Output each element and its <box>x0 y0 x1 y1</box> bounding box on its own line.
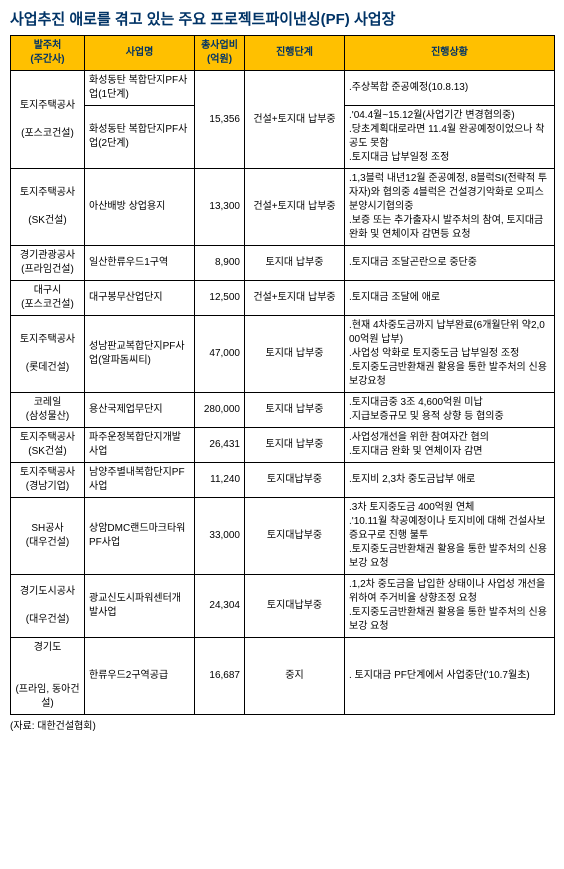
cell-col4: .현재 4차중도금까지 납부완료(6개월단위 약2,000억원 납부).사업성 … <box>345 316 555 393</box>
cell-col0: 경기도시공사(대우건설) <box>11 575 85 638</box>
cell-col1: 일산한류우드1구역 <box>85 246 195 281</box>
cell-col1: 상암DMC랜드마크타워PF사업 <box>85 498 195 575</box>
cell-col1: 한류우드2구역공급 <box>85 638 195 715</box>
cell-col0: 토지주택공사(경남기업) <box>11 463 85 498</box>
table-row: 경기도(프라임, 동아건설)한류우드2구역공급16,687중지. 토지대금 PF… <box>11 638 555 715</box>
header-cost: 총사업비(억원) <box>195 36 245 71</box>
page-title: 사업추진 애로를 겪고 있는 주요 프로젝트파이낸싱(PF) 사업장 <box>10 8 554 29</box>
cell-col4: .토지비 2,3차 중도금납부 애로 <box>345 463 555 498</box>
cell-col4: . 토지대금 PF단계에서 사업중단('10.7월초) <box>345 638 555 715</box>
cell-col0: 경기관광공사(프라임건설) <box>11 246 85 281</box>
table-row: 경기관광공사(프라임건설)일산한류우드1구역8,900토지대 납부중.토지대금 … <box>11 246 555 281</box>
cell-col3: 토지대납부중 <box>245 498 345 575</box>
source-note: (자료: 대한건설협회) <box>10 717 554 732</box>
pf-projects-table: 발주처(주간사) 사업명 총사업비(억원) 진행단계 진행상황 토지주택공사(포… <box>10 35 555 715</box>
cell-col2: 15,356 <box>195 71 245 169</box>
cell-col1: 성남판교복합단지PF사업(알파돔씨티) <box>85 316 195 393</box>
header-issuer: 발주처(주간사) <box>11 36 85 71</box>
cell-col3: 건설+토지대 납부중 <box>245 169 345 246</box>
cell-col2: 33,000 <box>195 498 245 575</box>
cell-col2: 26,431 <box>195 428 245 463</box>
header-project: 사업명 <box>85 36 195 71</box>
cell-col0: 토지주택공사(포스코건설) <box>11 71 85 169</box>
cell-col3: 건설+토지대 납부중 <box>245 281 345 316</box>
cell-col4: .토지대금 조달에 애로 <box>345 281 555 316</box>
cell-col2: 13,300 <box>195 169 245 246</box>
header-status: 진행상황 <box>345 36 555 71</box>
cell-col4: .'04.4월~15.12월(사업기간 변경협의중).당초계획대로라면 11.4… <box>345 106 555 169</box>
cell-col3: 토지대 납부중 <box>245 393 345 428</box>
cell-col0: 코레일(삼성물산) <box>11 393 85 428</box>
cell-col1: 남양주별내복합단지PF사업 <box>85 463 195 498</box>
cell-col0: 토지주택공사(롯데건설) <box>11 316 85 393</box>
cell-col1: 화성동탄 복합단지PF사업(2단계) <box>85 106 195 169</box>
cell-col3: 토지대납부중 <box>245 463 345 498</box>
cell-col4: .3차 토지중도금 400억원 연체.'10.11월 착공예정이나 토지비에 대… <box>345 498 555 575</box>
cell-col3: 건설+토지대 납부중 <box>245 71 345 169</box>
cell-col2: 16,687 <box>195 638 245 715</box>
cell-col2: 280,000 <box>195 393 245 428</box>
cell-col4: .토지대금 조달곤란으로 중단중 <box>345 246 555 281</box>
table-row: 대구시(포스코건설)대구봉무산업단지12,500건설+토지대 납부중.토지대금 … <box>11 281 555 316</box>
cell-col1: 광교신도시파워센터개발사업 <box>85 575 195 638</box>
cell-col2: 11,240 <box>195 463 245 498</box>
cell-col4: .1,3블럭 내년12월 준공예정, 8블럭SI(전략적 투자자)와 협의중 4… <box>345 169 555 246</box>
cell-col0: 대구시(포스코건설) <box>11 281 85 316</box>
cell-col4: .토지대금중 3조 4,600억원 미납.지급보증규모 및 용적 상향 등 협의… <box>345 393 555 428</box>
cell-col0: 경기도(프라임, 동아건설) <box>11 638 85 715</box>
table-row: 토지주택공사(SK건설)아산배방 상업용지13,300건설+토지대 납부중.1,… <box>11 169 555 246</box>
table-row: 토지주택공사(경남기업)남양주별내복합단지PF사업11,240토지대납부중.토지… <box>11 463 555 498</box>
cell-col0: SH공사(대우건설) <box>11 498 85 575</box>
header-stage: 진행단계 <box>245 36 345 71</box>
cell-col4: .1,2차 중도금을 납입한 상태이나 사업성 개선을 위하여 주거비율 상향조… <box>345 575 555 638</box>
table-row: 토지주택공사(롯데건설)성남판교복합단지PF사업(알파돔씨티)47,000토지대… <box>11 316 555 393</box>
table-row: 코레일(삼성물산)용산국제업무단지280,000토지대 납부중.토지대금중 3조… <box>11 393 555 428</box>
cell-col3: 토지대 납부중 <box>245 428 345 463</box>
cell-col0: 토지주택공사(SK건설) <box>11 169 85 246</box>
cell-col2: 8,900 <box>195 246 245 281</box>
cell-col3: 토지대납부중 <box>245 575 345 638</box>
cell-col2: 12,500 <box>195 281 245 316</box>
table-row: SH공사(대우건설)상암DMC랜드마크타워PF사업33,000토지대납부중.3차… <box>11 498 555 575</box>
cell-col1: 용산국제업무단지 <box>85 393 195 428</box>
cell-col0: 토지주택공사(SK건설) <box>11 428 85 463</box>
cell-col1: 아산배방 상업용지 <box>85 169 195 246</box>
table-row: 경기도시공사(대우건설)광교신도시파워센터개발사업24,304토지대납부중.1,… <box>11 575 555 638</box>
cell-col3: 중지 <box>245 638 345 715</box>
cell-col3: 토지대 납부중 <box>245 246 345 281</box>
cell-col4: .주상복합 준공예정(10.8.13) <box>345 71 555 106</box>
table-header-row: 발주처(주간사) 사업명 총사업비(억원) 진행단계 진행상황 <box>11 36 555 71</box>
cell-col4: .사업성개선을 위한 참여자간 협의.토지대금 완화 및 연체이자 감면 <box>345 428 555 463</box>
cell-col2: 24,304 <box>195 575 245 638</box>
table-row: 토지주택공사(포스코건설)화성동탄 복합단지PF사업(1단계)15,356건설+… <box>11 71 555 106</box>
cell-col2: 47,000 <box>195 316 245 393</box>
table-row: 토지주택공사(SK건설)파주운정복합단지개발사업26,431토지대 납부중.사업… <box>11 428 555 463</box>
cell-col1: 파주운정복합단지개발사업 <box>85 428 195 463</box>
cell-col1: 화성동탄 복합단지PF사업(1단계) <box>85 71 195 106</box>
cell-col3: 토지대 납부중 <box>245 316 345 393</box>
cell-col1: 대구봉무산업단지 <box>85 281 195 316</box>
